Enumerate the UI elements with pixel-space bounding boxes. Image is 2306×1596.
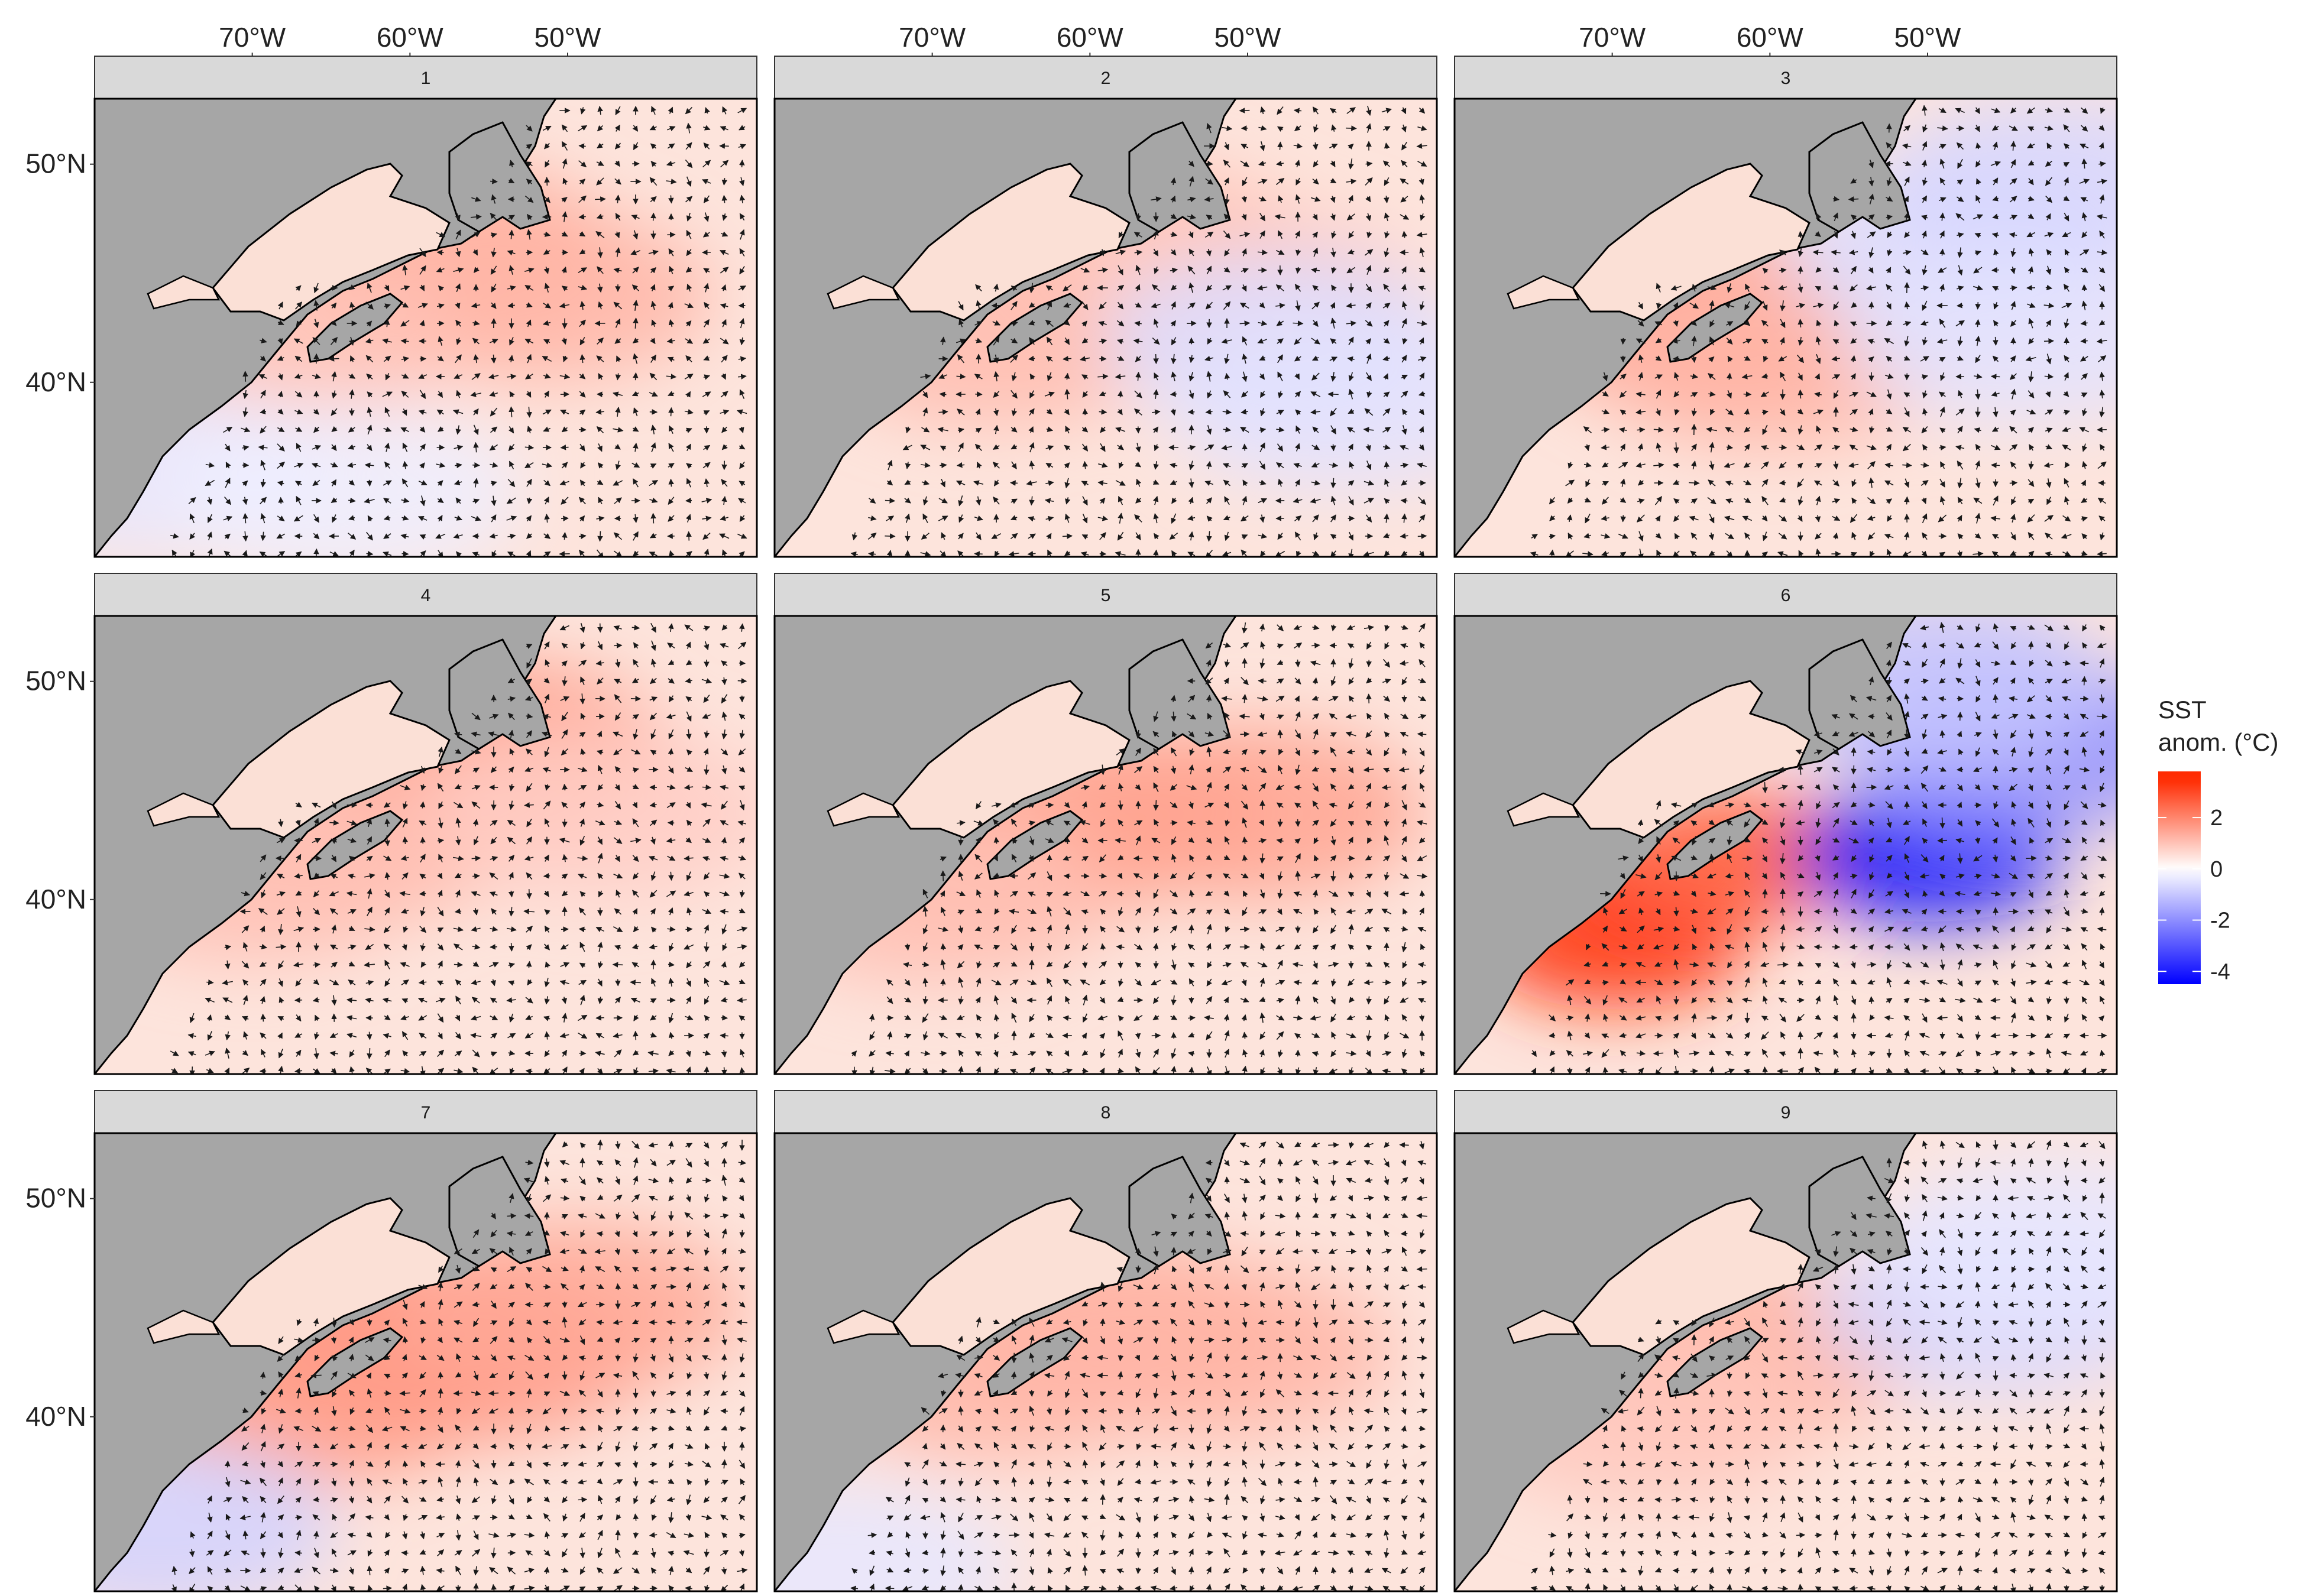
facet-panel-1: 1 xyxy=(93,56,758,558)
facet-label: 8 xyxy=(1101,1103,1111,1123)
facet-panel-8: 8 xyxy=(773,1090,1438,1592)
longitude-tick-label: 50°W xyxy=(1894,22,1962,53)
map-area xyxy=(773,98,1438,558)
map-area xyxy=(1453,615,2118,1075)
colorbar-tick-label: 2 xyxy=(2210,806,2223,831)
colorbar-tick-label: -2 xyxy=(2210,909,2230,933)
longitude-tick-label: 60°W xyxy=(377,22,444,53)
map-area xyxy=(773,615,1438,1075)
facet-label: 6 xyxy=(1781,586,1791,605)
legend-title-line2: anom. (°C) xyxy=(2158,728,2279,756)
latitude-tick-label: 50°N xyxy=(25,666,86,696)
latitude-tick-label: 50°N xyxy=(25,148,86,179)
longitude-tick-label: 70°W xyxy=(899,22,966,53)
sst-anomaly-mark xyxy=(169,403,524,557)
map-area xyxy=(773,1132,1438,1592)
facet-label: 5 xyxy=(1101,586,1111,605)
longitude-tick-label: 60°W xyxy=(1737,22,1804,53)
longitude-tick-label: 50°W xyxy=(535,22,602,53)
map-area xyxy=(93,98,758,558)
facet-label: 1 xyxy=(421,69,431,88)
longitude-tick-label: 50°W xyxy=(1214,22,1282,53)
facet-label: 7 xyxy=(421,1103,431,1123)
facet-label: 2 xyxy=(1101,69,1111,88)
longitude-tick-label: 70°W xyxy=(1579,22,1646,53)
latitude-tick-label: 40°N xyxy=(25,1401,86,1432)
facet-panel-9: 9 xyxy=(1453,1090,2118,1592)
facet-label: 3 xyxy=(1781,69,1791,88)
colorbar-tick-label: -4 xyxy=(2210,959,2230,984)
map-area xyxy=(1453,1132,2118,1592)
colorbar-tick-label: 0 xyxy=(2210,857,2223,882)
top-longitude-axis: 70°W 60°W 50°W 70°W 60°W 50°W 70°W 60°W 50°W xyxy=(219,22,1961,56)
facet-panel-3: 3 xyxy=(1453,56,2118,558)
sst-anomaly-mark xyxy=(1876,1153,2117,1331)
left-latitude-axis: 50°N 40°N 50°N 40°N 50°N 40°N xyxy=(25,148,95,1432)
longitude-tick-label: 60°W xyxy=(1057,22,1124,53)
legend-title-line1: SST xyxy=(2158,696,2207,724)
facet-panel-5: 5 xyxy=(773,573,1438,1075)
facet-panel-4: 4 xyxy=(93,573,758,1075)
sst-anomaly-mark xyxy=(1845,249,2117,427)
latitude-tick-label: 40°N xyxy=(25,884,86,914)
panel-grid: 1 2 3 4 5 6 7 8 9 xyxy=(93,56,2118,1592)
map-area xyxy=(1453,98,2118,558)
facet-panel-6: 6 xyxy=(1453,573,2118,1075)
facet-label: 9 xyxy=(1781,1103,1791,1123)
latitude-tick-label: 50°N xyxy=(25,1183,86,1214)
map-area xyxy=(93,1132,758,1592)
facet-label: 4 xyxy=(421,586,431,605)
sst-colorbar-legend: SST anom. (°C) 2 0 -2 -4 xyxy=(2158,696,2279,984)
longitude-tick-label: 70°W xyxy=(219,22,286,53)
colorbar xyxy=(2158,771,2201,984)
sst-anomaly-mark xyxy=(1876,99,2117,275)
map-area xyxy=(93,615,758,1075)
latitude-tick-label: 40°N xyxy=(25,366,86,397)
facet-panel-2: 2 xyxy=(773,56,1438,558)
facet-panel-7: 7 xyxy=(93,1090,758,1592)
